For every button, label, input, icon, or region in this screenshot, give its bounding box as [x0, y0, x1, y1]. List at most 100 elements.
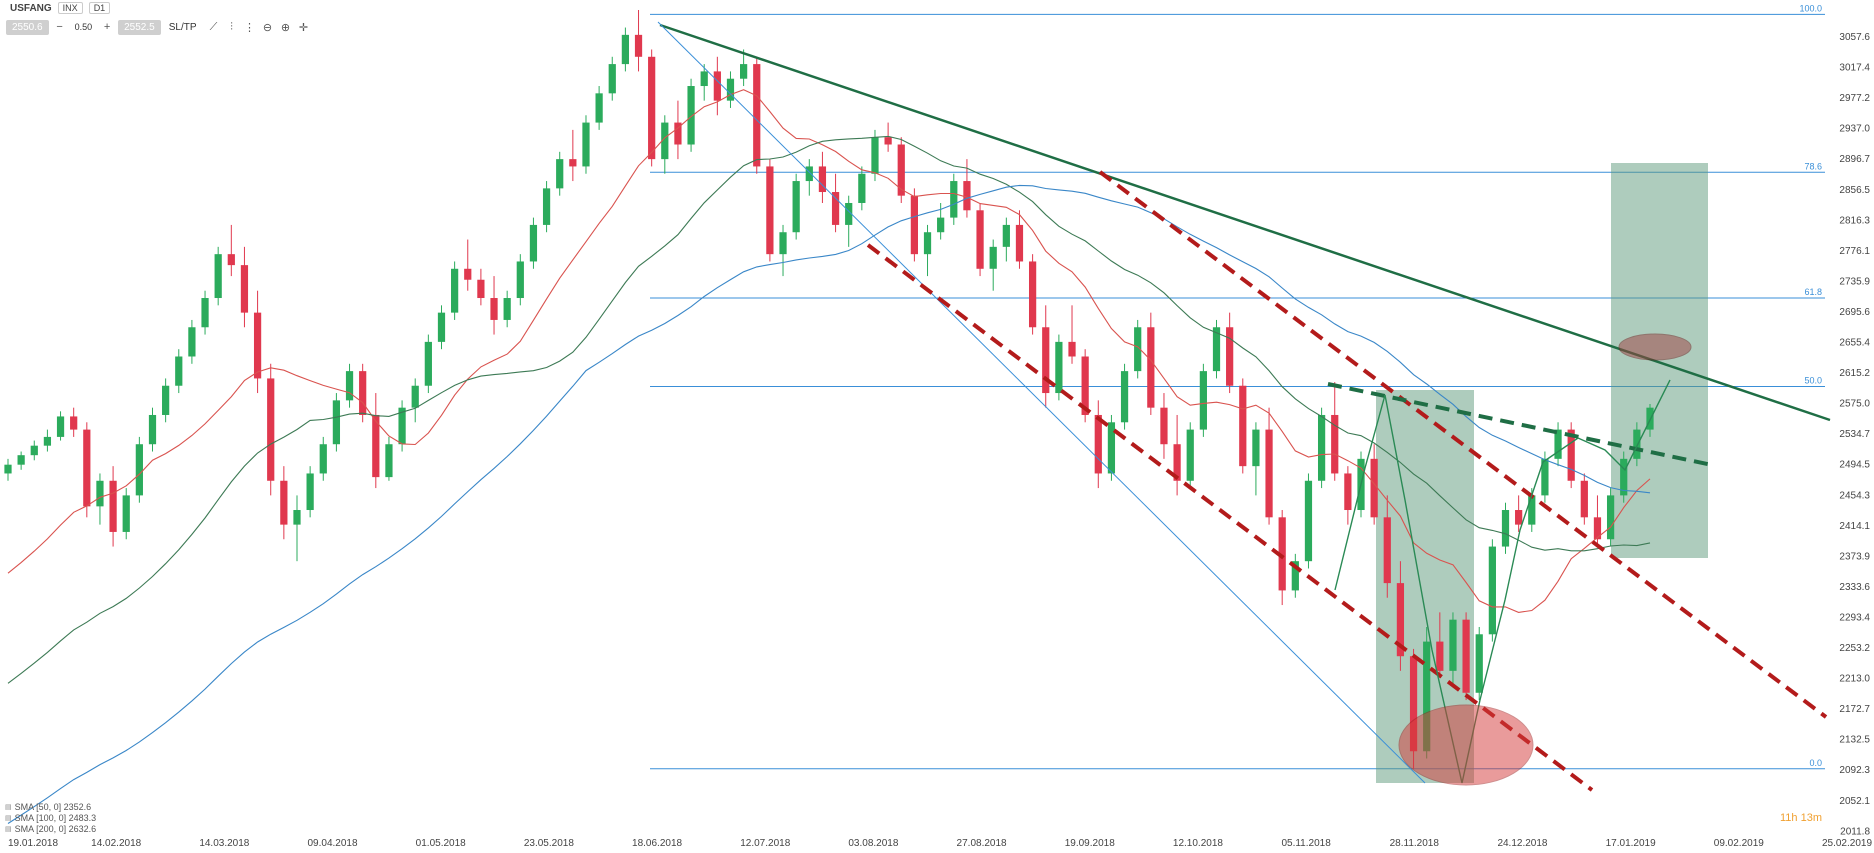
candle-body [1515, 510, 1523, 525]
candle-body [1501, 510, 1510, 547]
zoom-out-icon[interactable]: ⊖ [262, 21, 273, 34]
candle-body [109, 480, 117, 532]
symbol-bar: USFANG INX D1 [10, 2, 111, 14]
candle-body [135, 444, 143, 496]
x-tick-label: 09.02.2019 [1714, 838, 1764, 849]
candle-body [963, 181, 971, 211]
zoom-in-icon[interactable]: ⊕ [280, 21, 291, 34]
spread-value[interactable]: 0.50 [74, 22, 93, 32]
candle-body [1396, 583, 1405, 657]
candle-body [345, 371, 354, 401]
y-tick-label: 2414.1 [1839, 521, 1870, 532]
legend-item-sma50[interactable]: ▤ SMA [50, 0] 2352.6 [5, 802, 92, 812]
highlight-ellipse [1618, 333, 1692, 361]
candle-body [70, 416, 78, 430]
candle-body [818, 166, 827, 193]
line-chart-icon[interactable]: ⟋ [209, 20, 218, 33]
candle-body [162, 385, 170, 415]
candle-body [30, 445, 38, 456]
minus-icon[interactable]: − [56, 21, 63, 33]
settings-icon[interactable]: ▤ [5, 815, 12, 822]
candle-body [188, 327, 196, 357]
zigzag-pattern-line [1334, 379, 1671, 784]
crosshair-icon[interactable]: ✛ [298, 21, 309, 34]
candle-body [1226, 327, 1234, 386]
candle-body [976, 210, 984, 269]
candle-body [634, 34, 643, 57]
candle-body [372, 414, 380, 478]
y-tick-label: 2373.9 [1839, 551, 1870, 562]
candle-body [700, 71, 708, 87]
candle-body [96, 480, 104, 507]
x-tick-label: 25.02.2019 [1822, 838, 1872, 849]
candles-icon[interactable]: ⫶ [230, 20, 233, 33]
y-tick-label: 2253.2 [1839, 643, 1870, 654]
candle-body [1554, 429, 1562, 459]
candle-body [1002, 224, 1010, 247]
plus-icon[interactable]: + [103, 21, 111, 33]
y-tick-label: 2735.9 [1839, 276, 1870, 287]
candle-body [1081, 356, 1089, 415]
y-tick-label: 2494.5 [1839, 460, 1870, 471]
candle-body [1633, 429, 1641, 459]
y-tick-label: 2856.5 [1839, 185, 1870, 196]
fib-level-label: 0.0 [1809, 758, 1822, 768]
y-tick-label: 2011.8 [1840, 826, 1870, 837]
x-tick-label: 12.10.2018 [1173, 838, 1223, 849]
y-tick-label: 2937.0 [1839, 124, 1870, 135]
indicator-legend: ▤ SMA [50, 0] 2352.6 ▤ SMA [100, 0] 2483.3… [5, 802, 96, 835]
candle-body [214, 254, 222, 299]
candle-body [1107, 422, 1116, 474]
symbol-suffix[interactable]: INX [57, 2, 83, 14]
candle-body [477, 279, 485, 299]
candle-body [148, 414, 157, 445]
candle-body [740, 64, 748, 79]
candle-body [1449, 619, 1457, 671]
candle-body [411, 385, 419, 408]
candle-body [950, 181, 958, 218]
candle-body [726, 78, 735, 101]
candle-body [1344, 473, 1352, 511]
candle-body [4, 464, 12, 474]
x-tick-label: 05.11.2018 [1281, 838, 1331, 849]
candle-body [884, 137, 892, 145]
buy-price-button[interactable]: 2552.5 [118, 19, 161, 35]
candle-body [306, 473, 314, 511]
settings-icon[interactable]: ▤ [5, 804, 12, 811]
legend-item-sma100[interactable]: ▤ SMA [100, 0] 2483.3 [5, 813, 97, 823]
sltp-button[interactable]: SL/TP [168, 21, 197, 33]
x-tick-label: 14.02.2018 [91, 838, 141, 849]
candle-body [1265, 429, 1273, 518]
indicators-icon[interactable]: ⋮ [244, 21, 256, 34]
fib-anchor-line [657, 21, 1426, 784]
x-tick-label: 01.05.2018 [416, 838, 466, 849]
candle-body [83, 429, 91, 507]
candle-body [529, 224, 538, 262]
symbol-name[interactable]: USFANG [10, 2, 52, 14]
x-tick-label: 18.06.2018 [632, 838, 682, 849]
settings-icon[interactable]: ▤ [5, 826, 12, 833]
candle-body [858, 173, 866, 203]
sell-price-button[interactable]: 2550.6 [6, 19, 49, 35]
candle-body [871, 137, 879, 174]
x-tick-label: 24.12.2018 [1497, 838, 1547, 849]
candle-body [1028, 261, 1037, 328]
candle-body [1317, 414, 1326, 481]
candle-body [437, 312, 446, 342]
moving-average-line [7, 89, 1651, 613]
x-tick-label: 27.08.2018 [957, 838, 1007, 849]
y-tick-label: 2615.2 [1839, 368, 1870, 379]
candle-body [1239, 385, 1247, 467]
candle-body [1212, 327, 1221, 372]
y-tick-label: 2534.7 [1839, 429, 1870, 440]
candle-body [556, 159, 564, 189]
legend-item-sma200[interactable]: ▤ SMA [200, 0] 2632.6 [5, 824, 97, 834]
timeframe-select[interactable]: D1 [88, 2, 111, 14]
candle-body [1606, 495, 1615, 540]
candle-body [1370, 458, 1378, 518]
candle-body [831, 192, 840, 225]
candle-body [17, 455, 25, 465]
candle-body [910, 195, 918, 255]
x-tick-label: 14.03.2018 [199, 838, 249, 849]
